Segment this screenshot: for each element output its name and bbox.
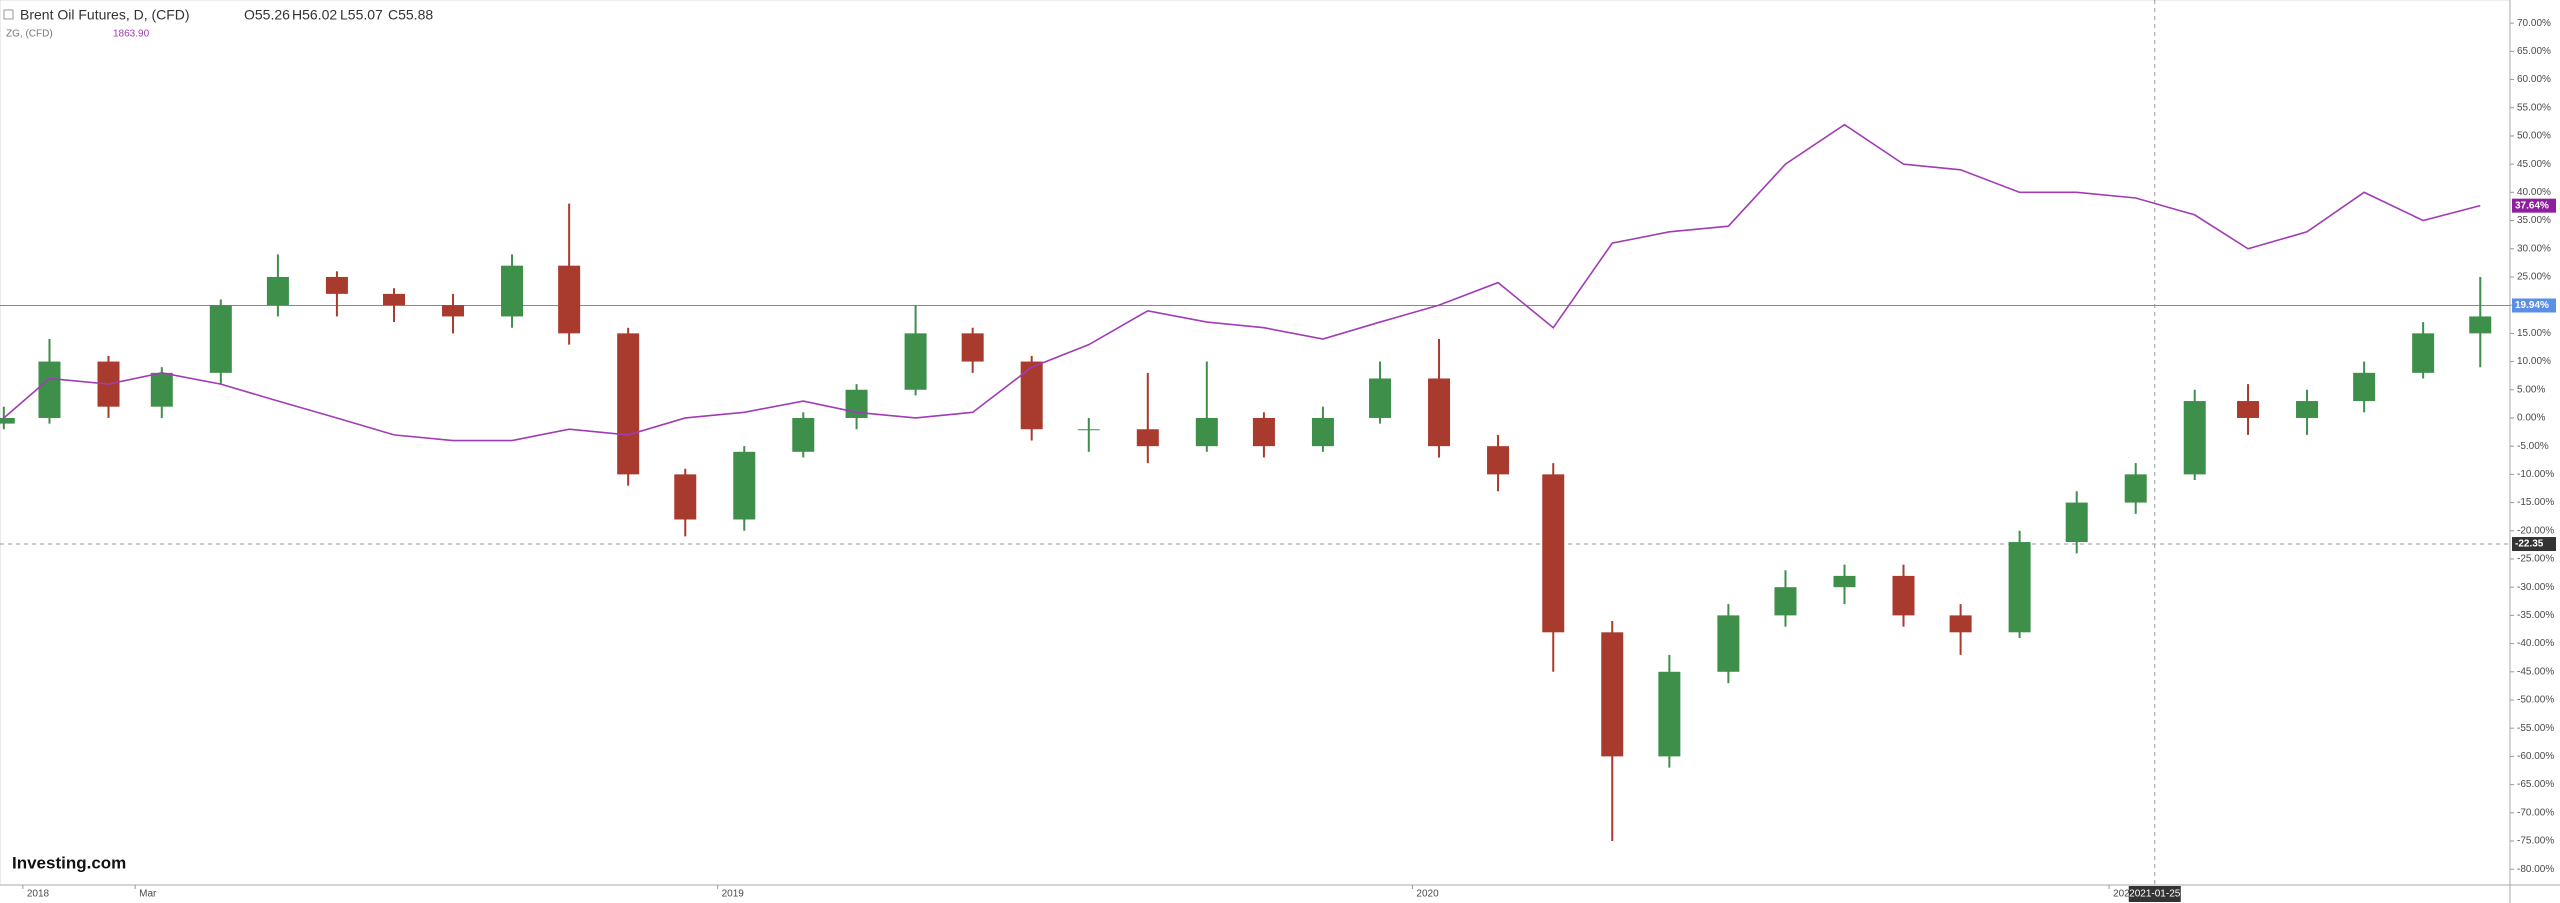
y-tick-label: 0.00%: [2517, 413, 2545, 424]
y-tick-label: 15.00%: [2517, 328, 2551, 339]
price-label-box: [2512, 298, 2556, 313]
candle-body: [266, 276, 289, 306]
ohlc-high: H56.02: [292, 7, 337, 23]
y-tick-label: -60.00%: [2517, 751, 2554, 762]
y-tick-label: -55.00%: [2517, 723, 2554, 734]
candle-body: [904, 333, 927, 390]
candle-body: [1658, 671, 1681, 757]
candle-body: [1487, 446, 1510, 475]
x-tick-label: Mar: [139, 889, 157, 900]
candle-body: [2296, 401, 2319, 418]
candle-body: [501, 265, 524, 317]
candle-body: [383, 293, 406, 306]
gold-line: [3, 123, 2481, 442]
y-tick-label: -65.00%: [2517, 779, 2554, 790]
candle-body: [1428, 378, 1451, 447]
y-tick-label: -70.00%: [2517, 807, 2554, 818]
candle-body: [961, 333, 984, 362]
candle-body: [1949, 615, 1972, 633]
crosshair-date-box: [2128, 886, 2181, 902]
candle-body: [1195, 417, 1218, 447]
y-tick-label: -25.00%: [2517, 554, 2554, 565]
logo: Investing.com: [12, 853, 126, 872]
last-label-box: [2512, 198, 2556, 213]
candle-body: [1020, 361, 1043, 430]
candle-body: [1542, 474, 1565, 633]
candle-body: [1136, 429, 1159, 447]
ohlc-close: C55.88: [388, 7, 433, 23]
y-tick-label: 60.00%: [2517, 74, 2551, 85]
y-tick-label: 40.00%: [2517, 187, 2551, 198]
gold-price: 1863.90: [113, 29, 150, 40]
y-tick-label: 10.00%: [2517, 356, 2551, 367]
y-tick-label: 25.00%: [2517, 272, 2551, 283]
x-tick-label: 2020: [1416, 889, 1439, 900]
candle-body: [2237, 401, 2260, 418]
y-tick-label: 55.00%: [2517, 102, 2551, 113]
x-tick-label: 2021: [2113, 889, 2136, 900]
crosshair-label-box: [2512, 537, 2556, 552]
candle-body: [1369, 378, 1392, 418]
ohlc-low: L55.07: [340, 7, 383, 23]
candle-body: [2008, 542, 2031, 633]
candle-body: [2353, 372, 2376, 402]
price-label: 19.94%: [2515, 300, 2549, 311]
y-tick-label: 35.00%: [2517, 215, 2551, 226]
last-label: 37.64%: [2515, 200, 2549, 211]
candle-body: [1717, 615, 1740, 672]
y-tick-label: -35.00%: [2517, 610, 2554, 621]
candle-body: [38, 361, 61, 418]
x-tick-label: 2019: [722, 889, 745, 900]
candle-body: [209, 305, 232, 373]
x-tick-label: 2018: [27, 889, 50, 900]
crosshair-label: -22.35: [2515, 539, 2544, 550]
y-tick-label: -15.00%: [2517, 497, 2554, 508]
candle-body: [325, 276, 348, 294]
candle-body: [0, 417, 15, 424]
collapse-icon[interactable]: [3, 9, 14, 20]
candle-body: [2469, 316, 2492, 334]
candle-body: [442, 305, 465, 317]
y-tick-label: -80.00%: [2517, 864, 2554, 875]
candle-body: [558, 265, 581, 334]
y-tick-label: -30.00%: [2517, 582, 2554, 593]
candle-body: [1077, 429, 1100, 431]
y-tick-label: 30.00%: [2517, 243, 2551, 254]
candle-body: [1833, 575, 1856, 588]
y-tick-label: -40.00%: [2517, 638, 2554, 649]
candle-body: [617, 333, 640, 475]
candle-body: [2124, 474, 2147, 503]
y-tick-label: 65.00%: [2517, 46, 2551, 57]
y-tick-label: 5.00%: [2517, 384, 2545, 395]
candle-body: [150, 372, 173, 407]
crosshair-date: 2021-01-25: [2129, 889, 2181, 900]
candle-body: [792, 417, 815, 452]
candle-body: [1892, 575, 1915, 616]
candle-body: [2065, 502, 2088, 543]
series-name: ZG, (CFD): [6, 29, 53, 40]
y-tick-label: -75.00%: [2517, 836, 2554, 847]
y-tick-label: 45.00%: [2517, 159, 2551, 170]
series-name: Brent Oil Futures, D, (CFD): [20, 7, 190, 23]
candle-body: [1774, 587, 1797, 616]
y-tick-label: -5.00%: [2517, 441, 2549, 452]
y-tick-label: -50.00%: [2517, 695, 2554, 706]
candle-body: [674, 474, 697, 520]
candle-body: [733, 451, 756, 520]
candle-body: [1252, 417, 1275, 447]
ohlc-open: O55.26: [244, 7, 290, 23]
y-tick-label: 50.00%: [2517, 131, 2551, 142]
candle-body: [2412, 333, 2435, 373]
y-tick-label: -45.00%: [2517, 666, 2554, 677]
y-tick-label: -10.00%: [2517, 469, 2554, 480]
candle-body: [1311, 417, 1334, 447]
candle-body: [2183, 401, 2206, 475]
candle-body: [1601, 632, 1624, 757]
y-tick-label: -20.00%: [2517, 525, 2554, 536]
y-tick-label: 70.00%: [2517, 18, 2551, 29]
